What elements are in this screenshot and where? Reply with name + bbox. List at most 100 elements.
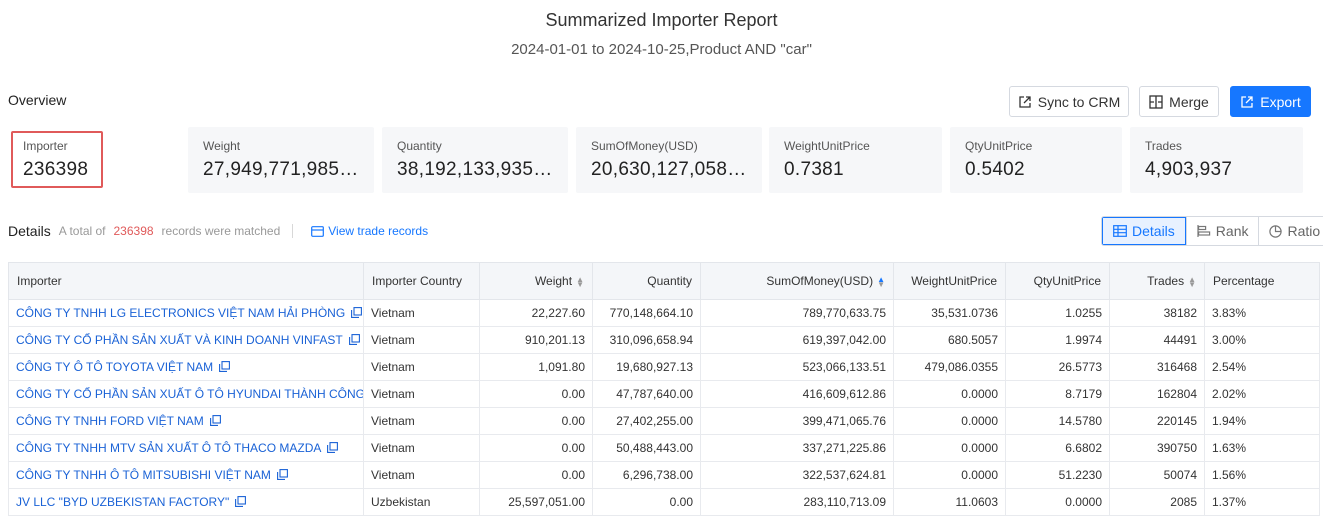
details-summary: Details A total of 236398 records were m… [8,222,428,240]
col-header-importer: Importer [8,262,364,300]
copy-icon[interactable] [209,415,221,426]
copy-icon[interactable] [219,361,231,372]
table-row: CÔNG TY TNHH FORD VIỆT NAM Vietnam 0.00 27,… [8,407,1320,435]
cell-trades: 390750 [1109,434,1205,462]
cell-sumofmoney: 322,537,624.81 [700,461,894,489]
cell-trades: 220145 [1109,407,1205,435]
cell-weightunitprice: 0.0000 [893,434,1006,462]
stat-label: Importer [23,139,68,153]
cell-importer: CÔNG TY TNHH FORD VIỆT NAM [8,407,364,435]
cell-sumofmoney: 619,397,042.00 [700,326,894,354]
cell-qtyunitprice: 0.0000 [1005,488,1110,516]
view-switcher: Details Rank Ratio [1101,216,1323,246]
sort-icon[interactable]: ▲ ▼ [1188,274,1196,289]
cell-weight: 1,091.80 [479,353,593,381]
importer-link[interactable]: CÔNG TY TNHH MTV SẢN XUẤT Ô TÔ THACO MAZ… [16,441,322,455]
table-row: CÔNG TY Ô TÔ TOYOTA VIỆT NAM Vietnam 1,091… [8,353,1320,381]
cell-importer: CÔNG TY Ô TÔ TOYOTA VIỆT NAM [8,353,364,381]
cell-importer: JV LLC "BYD UZBEKISTAN FACTORY" [8,488,364,516]
copy-icon[interactable] [348,334,360,345]
cell-sumofmoney: 523,066,133.51 [700,353,894,381]
stat-label: SumOfMoney(USD) [591,139,698,153]
importer-link[interactable]: JV LLC "BYD UZBEKISTAN FACTORY" [16,495,230,509]
details-total-prefix: A total of [58,224,106,238]
copy-icon[interactable] [276,469,288,480]
view-trade-records-link[interactable]: View trade records [311,224,428,238]
tab-details[interactable]: Details [1102,217,1186,245]
tab-ratio[interactable]: Ratio [1258,217,1323,245]
table-icon [1113,225,1127,237]
stat-value: 4,903,937 [1145,159,1233,180]
cell-weight: 0.00 [479,461,593,489]
cell-qtyunitprice: 51.2230 [1005,461,1110,489]
importer-table: Importer Importer Country Weight ▲ ▼ Quant… [8,262,1320,516]
col-header-trades[interactable]: Trades ▲ ▼ [1109,262,1205,300]
cell-importer: CÔNG TY CỔ PHẦN SẢN XUẤT VÀ KINH DOANH V… [8,326,364,354]
pie-chart-icon [1269,224,1283,238]
cell-weightunitprice: 0.0000 [893,407,1006,435]
report-subtitle: 2024-01-01 to 2024-10-25,Product AND "ca… [511,41,812,58]
cell-percentage: 1.63% [1204,434,1320,462]
details-record-count: 236398 [113,224,154,238]
stat-card-weight[interactable]: Weight 27,949,771,985.… [188,127,374,193]
stat-label: QtyUnitPrice [965,139,1033,153]
cell-trades: 50074 [1109,461,1205,489]
stat-card-sumofmoney[interactable]: SumOfMoney(USD) 20,630,127,058.… [576,127,762,193]
copy-icon[interactable] [327,442,339,453]
importer-link[interactable]: CÔNG TY TNHH Ô TÔ MITSUBISHI VIỆT NAM [16,468,271,482]
importer-link[interactable]: CÔNG TY CỔ PHẦN SẢN XUẤT VÀ KINH DOANH V… [16,333,343,347]
importer-link[interactable]: CÔNG TY TNHH FORD VIỆT NAM [16,414,204,428]
cell-weightunitprice: 680.5057 [893,326,1006,354]
stat-value: 27,949,771,985.… [203,159,363,180]
col-header-sumofmoney[interactable]: SumOfMoney(USD) ▲ ▼ [700,262,894,300]
importer-link[interactable]: CÔNG TY CỔ PHẦN SẢN XUẤT Ô TÔ HYUNDAI TH… [16,387,364,401]
cell-country: Vietnam [363,461,480,489]
stat-value: 38,192,133,935.… [397,159,557,180]
cell-weight: 22,227.60 [479,299,593,327]
overview-label: Overview [8,92,67,108]
cell-weightunitprice: 0.0000 [893,380,1006,408]
sort-icon[interactable]: ▲ ▼ [576,274,584,289]
cell-quantity: 770,148,664.10 [592,299,701,327]
stat-value: 0.5402 [965,159,1025,180]
cell-qtyunitprice: 6.6802 [1005,434,1110,462]
cell-country: Vietnam [363,407,480,435]
copy-icon[interactable] [351,307,363,318]
cell-sumofmoney: 399,471,065.76 [700,407,894,435]
col-header-weight[interactable]: Weight ▲ ▼ [479,262,593,300]
cell-weight: 25,597,051.00 [479,488,593,516]
stat-card-qtyunitprice[interactable]: QtyUnitPrice 0.5402 [950,127,1122,193]
stat-card-trades[interactable]: Trades 4,903,937 [1130,127,1303,193]
cell-qtyunitprice: 1.0255 [1005,299,1110,327]
importer-link[interactable]: CÔNG TY Ô TÔ TOYOTA VIỆT NAM [16,360,214,374]
sort-icon[interactable]: ▲ ▼ [877,274,885,289]
importer-link[interactable]: CÔNG TY TNHH LG ELECTRONICS VIỆT NAM HẢI… [16,306,346,320]
copy-icon[interactable] [235,496,247,507]
sync-to-crm-label: Sync to CRM [1037,93,1121,110]
report-title: Summarized Importer Report [545,10,778,30]
cell-country: Uzbekistan [363,488,480,516]
view-trade-records-label: View trade records [328,224,429,238]
stat-card-quantity[interactable]: Quantity 38,192,133,935.… [382,127,568,193]
cell-percentage: 3.00% [1204,326,1320,354]
cell-percentage: 3.83% [1204,299,1320,327]
stat-card-importer[interactable]: Importer 236398 [8,127,180,193]
export-button[interactable]: Export [1230,86,1311,117]
merge-button[interactable]: Merge [1139,86,1219,117]
sync-to-crm-button[interactable]: Sync to CRM [1009,86,1129,117]
cell-sumofmoney: 283,110,713.09 [700,488,894,516]
table-header-row: Importer Importer Country Weight ▲ ▼ Quant… [8,262,1320,300]
external-link-icon [1019,95,1031,108]
table-row: JV LLC "BYD UZBEKISTAN FACTORY" Uzbekista… [8,488,1320,516]
tab-rank[interactable]: Rank [1185,217,1259,245]
stat-card-weightunitprice[interactable]: WeightUnitPrice 0.7381 [769,127,942,193]
cell-trades: 162804 [1109,380,1205,408]
table-row: CÔNG TY CỔ PHẦN SẢN XUẤT Ô TÔ HYUNDAI TH… [8,380,1320,408]
merge-label: Merge [1169,93,1209,110]
export-label: Export [1260,93,1301,110]
cell-sumofmoney: 416,609,612.86 [700,380,894,408]
col-header-percentage: Percentage [1204,262,1320,300]
cell-quantity: 27,402,255.00 [592,407,701,435]
cell-importer: CÔNG TY TNHH LG ELECTRONICS VIỆT NAM HẢI… [8,299,364,327]
table-row: CÔNG TY TNHH LG ELECTRONICS VIỆT NAM HẢI… [8,299,1320,327]
